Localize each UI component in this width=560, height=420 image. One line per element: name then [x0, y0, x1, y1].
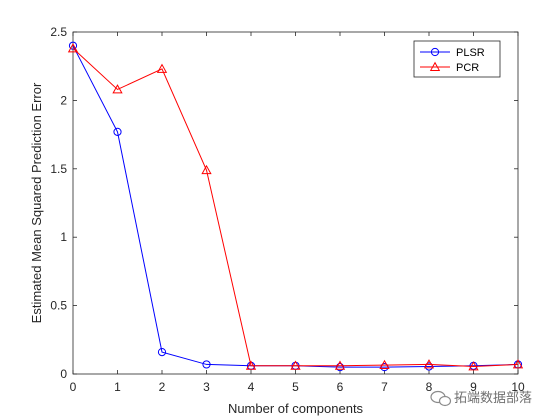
- data-point-pcr: [512, 359, 524, 369]
- data-point-plsr: [157, 348, 167, 357]
- y-axis-title: Estimated Mean Squared Prediction Error: [29, 82, 44, 323]
- x-tick-label: 2: [159, 380, 166, 394]
- axis-ticks: 0 1 2 3 4 5 6 7 8 9 10 0 0.5 1 1.5 2 2.5: [50, 25, 525, 394]
- legend-box: [413, 40, 501, 78]
- legend: PLSR PCR: [413, 40, 501, 78]
- legend-item: PCR: [420, 61, 479, 74]
- y-tick-label: 1: [60, 230, 67, 244]
- y-tick-label: 2: [60, 93, 67, 107]
- series-layer: [67, 41, 524, 372]
- legend-item: PLSR: [420, 47, 485, 59]
- watermark: 拓端数据部落: [430, 390, 532, 407]
- y-tick-label: 0.5: [50, 299, 67, 313]
- x-tick-label: 5: [292, 380, 299, 394]
- x-tick-label: 1: [114, 380, 121, 394]
- x-tick-label: 9: [470, 380, 477, 394]
- x-tick-label: 6: [337, 380, 344, 394]
- data-point-pcr: [290, 360, 301, 370]
- legend-label: PCR: [456, 62, 479, 74]
- x-tick-label: 4: [248, 380, 255, 394]
- data-point-pcr: [468, 361, 479, 371]
- x-tick-label: 7: [381, 380, 388, 394]
- x-tick-label: 8: [426, 380, 433, 394]
- data-point-pcr: [201, 164, 212, 175]
- data-point-pcr: [67, 43, 79, 53]
- data-point-plsr: [68, 41, 78, 50]
- plot-area: 0 1 2 3 4 5 6 7 8 9 10 0 0.5 1 1.5 2 2.5: [50, 25, 525, 394]
- wechat-icon: [430, 390, 452, 407]
- x-tick-label: 0: [70, 380, 77, 394]
- data-point-pcr: [423, 359, 435, 369]
- x-tick-label: 3: [203, 380, 210, 394]
- legend-marker: [429, 61, 441, 71]
- x-tick-label: 10: [511, 380, 525, 394]
- data-point-plsr: [113, 127, 122, 136]
- series-line-pcr: [72, 48, 519, 367]
- data-point-pcr: [156, 63, 168, 73]
- y-tick-label: 0: [60, 367, 67, 381]
- data-point-pcr: [379, 359, 390, 370]
- watermark-text: 拓端数据部落: [454, 391, 532, 406]
- legend-marker: [430, 47, 440, 57]
- series-pcr: [67, 43, 524, 371]
- y-tick-label: 2.5: [50, 25, 67, 39]
- data-point-pcr: [334, 360, 346, 370]
- x-axis-title: Number of components: [228, 401, 364, 416]
- data-point-pcr: [112, 84, 123, 94]
- data-point-plsr: [202, 360, 211, 369]
- y-tick-label: 1.5: [50, 162, 67, 176]
- legend-label: PLSR: [456, 47, 485, 59]
- data-point-pcr: [245, 360, 257, 370]
